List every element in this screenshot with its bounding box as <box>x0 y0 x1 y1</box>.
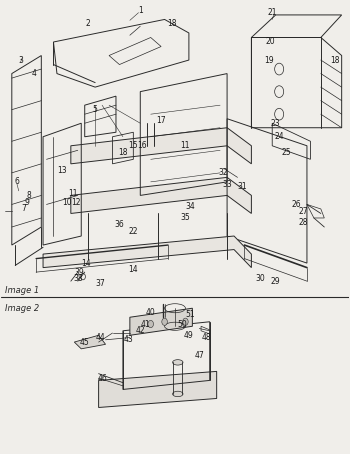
Polygon shape <box>43 236 251 267</box>
Text: 18: 18 <box>118 148 128 157</box>
Text: 37: 37 <box>96 279 105 288</box>
Text: 41: 41 <box>141 320 150 329</box>
Text: 23: 23 <box>271 118 280 128</box>
Text: 25: 25 <box>281 148 291 157</box>
Text: 26: 26 <box>292 200 301 209</box>
Ellipse shape <box>173 391 183 397</box>
Text: 35: 35 <box>181 213 190 222</box>
Text: 40: 40 <box>146 308 155 317</box>
Text: 11: 11 <box>68 189 77 197</box>
Text: 8: 8 <box>27 191 32 200</box>
Text: 46: 46 <box>97 374 107 383</box>
Text: 49: 49 <box>184 331 194 340</box>
Text: 28: 28 <box>299 218 308 227</box>
Text: 43: 43 <box>123 336 133 344</box>
Text: 22: 22 <box>128 227 138 236</box>
Polygon shape <box>99 371 217 408</box>
Text: 27: 27 <box>299 207 308 216</box>
Text: 15: 15 <box>128 141 138 150</box>
Text: 32: 32 <box>219 168 229 178</box>
Text: 30: 30 <box>255 274 265 283</box>
Text: 6: 6 <box>15 178 20 187</box>
Text: 7: 7 <box>21 204 26 213</box>
Polygon shape <box>71 128 251 164</box>
Text: 9: 9 <box>25 197 30 207</box>
Text: 51: 51 <box>186 311 195 320</box>
Ellipse shape <box>173 360 183 365</box>
Text: 17: 17 <box>156 117 166 125</box>
Text: 31: 31 <box>238 182 247 191</box>
Text: 14: 14 <box>128 266 138 274</box>
Text: 29: 29 <box>271 276 280 286</box>
Text: 13: 13 <box>57 166 67 175</box>
Text: 14: 14 <box>82 259 91 267</box>
Text: 20: 20 <box>266 38 275 46</box>
Text: 34: 34 <box>186 202 196 211</box>
Polygon shape <box>74 336 106 349</box>
Text: 38: 38 <box>73 274 83 283</box>
Text: Image 2: Image 2 <box>5 304 39 313</box>
Text: 10: 10 <box>63 197 72 207</box>
Text: 4: 4 <box>32 69 37 78</box>
Text: 18: 18 <box>167 20 176 29</box>
Circle shape <box>162 318 167 326</box>
Text: 12: 12 <box>71 197 81 207</box>
Circle shape <box>183 318 188 326</box>
Text: 1: 1 <box>138 6 143 15</box>
Text: 47: 47 <box>195 351 204 360</box>
Text: 45: 45 <box>80 338 90 346</box>
Text: 16: 16 <box>137 141 147 150</box>
Text: 48: 48 <box>202 333 211 342</box>
Text: 3: 3 <box>18 55 23 64</box>
Text: 39: 39 <box>75 267 84 276</box>
Text: 2: 2 <box>86 20 91 29</box>
Text: 18: 18 <box>330 55 339 64</box>
Polygon shape <box>71 178 251 213</box>
Text: 11: 11 <box>181 141 190 150</box>
Text: 44: 44 <box>96 333 105 342</box>
Text: 24: 24 <box>274 132 284 141</box>
Text: 36: 36 <box>114 220 124 229</box>
Text: 50: 50 <box>177 320 187 329</box>
Text: 21: 21 <box>267 8 277 17</box>
Text: 33: 33 <box>222 180 232 188</box>
Text: 19: 19 <box>264 55 274 64</box>
Text: 5: 5 <box>93 105 98 114</box>
Text: Image 1: Image 1 <box>5 286 39 295</box>
Polygon shape <box>130 308 192 336</box>
Text: 42: 42 <box>135 326 145 336</box>
Circle shape <box>148 321 153 328</box>
